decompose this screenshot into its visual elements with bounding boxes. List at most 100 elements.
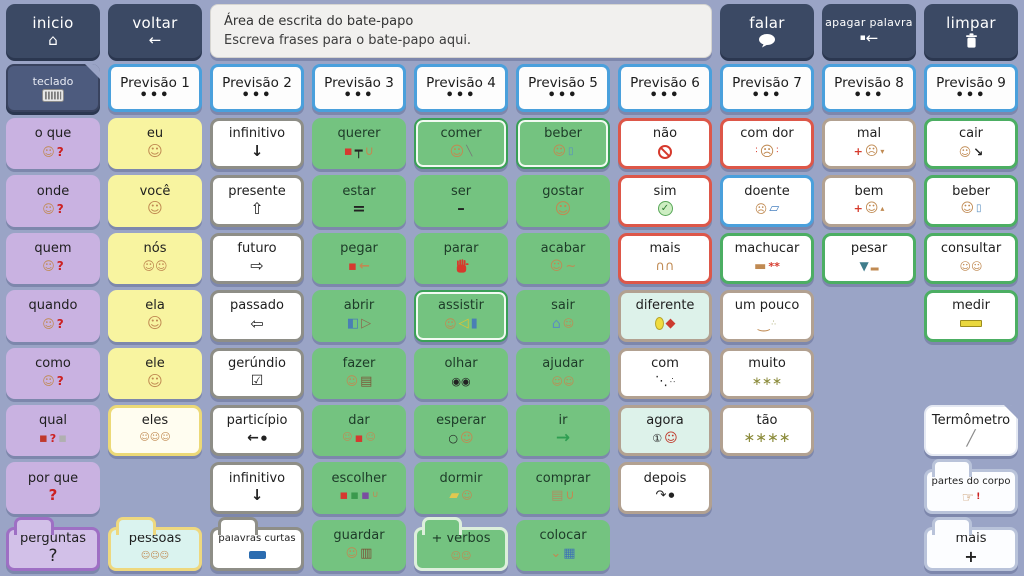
cell-comer[interactable]: comer ☺ ╲ [414,118,508,170]
cell-diferente[interactable]: diferente ◆ [618,290,712,342]
cell-parar[interactable]: parar [414,232,508,285]
cell-passado[interactable]: passado ⇦ [210,290,304,342]
prediction-button-4[interactable]: Previsão 4 ••• [414,64,508,112]
cell-medir[interactable]: medir [924,290,1018,342]
cell-pegar[interactable]: pegar ▪ ← [312,232,406,285]
prediction-button-6[interactable]: Previsão 6 ••• [618,64,712,112]
cell-sim[interactable]: sim ✓ [618,175,712,227]
cell-label: + verbos [431,531,491,547]
cell-ser[interactable]: ser – [414,175,508,227]
cell-sair[interactable]: sair ⌂ ☺ [516,290,610,342]
cell-nao[interactable]: não [618,118,712,170]
cell-dar[interactable]: dar ☺ ▪ ☺ [312,404,406,457]
prediction-label: Previsão 5 [528,74,598,91]
cell-consultar[interactable]: consultar ☺☺ [924,232,1018,285]
cell-querer[interactable]: querer ▪ ┯ ∪ [312,118,406,170]
chat-writing-area[interactable]: Área de escrita do bate-papo Escreva fra… [210,4,712,58]
cell-doente[interactable]: doente ☹ ▱ [720,175,814,227]
cell-fazer[interactable]: fazer ☺ ▤ [312,347,406,399]
cell-muito[interactable]: muito ∗∗∗ [720,347,814,399]
prediction-button-3[interactable]: Previsão 3 ••• [312,64,406,112]
cell-machucar[interactable]: machucar ▬ ** [720,232,814,285]
voltar-button[interactable]: voltar ← [108,4,202,58]
want-icon: ▪ ┯ ∪ [343,144,375,159]
cell-infinitivo[interactable]: infinitivo ↓ [210,118,304,170]
cell-com[interactable]: com ⋱ ∴ [618,347,712,399]
cell-label: com dor [740,126,794,142]
prediction-button-9[interactable]: Previsão 9 ••• [924,64,1018,112]
cell-futuro[interactable]: futuro ⇨ [210,232,304,285]
cell-partes-do-corpo[interactable]: partes do corpo ☞! [924,459,1018,514]
cell-colocar[interactable]: colocar ⌄ ▦ [516,519,610,571]
cell-assistir[interactable]: assistir ☺ ◁ ▮ [414,290,508,342]
cell-ir[interactable]: ir → [516,404,610,457]
teclado-button[interactable]: teclado [6,64,100,112]
cell-guardar[interactable]: guardar ☺ ▥ [312,519,406,571]
cell-mais[interactable]: mais + [924,516,1018,571]
cell-voce[interactable]: você ☺ [108,175,202,227]
measure-icon [960,315,982,332]
cell-por-que[interactable]: por que? [6,462,100,514]
apagar-palavra-button[interactable]: apagar palavra ▪ ← [822,4,916,58]
falar-label: falar [749,13,785,32]
cell-ele[interactable]: ele ☺ [108,347,202,399]
cell-abrir[interactable]: abrir ◧ ▷ [312,290,406,342]
cell-um-pouco[interactable]: um pouco ‿ ∴ [720,290,814,342]
cell-presente[interactable]: presente ⇧ [210,175,304,227]
cell-label: quem [34,241,72,257]
prediction-button-1[interactable]: Previsão 1 ••• [108,64,202,112]
cell-palavras-curtas[interactable]: palavras curtas [210,516,304,571]
cell-dormir[interactable]: dormir ▰ ☺ [414,462,508,514]
cell-quando[interactable]: quando ☺? [6,290,100,342]
cell-comprar[interactable]: comprar ▤ ∪ [516,462,610,514]
cell-com-dor[interactable]: com dor ∶ ☹ ∶ [720,118,814,170]
cell-onde[interactable]: onde ☺? [6,175,100,227]
cell-infinitivo[interactable]: infinitivo ↓ [210,462,304,514]
cell-label: agora [646,413,684,429]
prediction-label: Previsão 6 [630,74,700,91]
cell-acabar[interactable]: acabar ☺ ∼ [516,232,610,285]
cell-pesar[interactable]: pesar ▼ ▂ [822,232,916,285]
cell-mais[interactable]: mais ∩∩ [618,232,712,285]
cell-escolher[interactable]: escolher ▪ ▪ ▪ ∪ [312,462,406,514]
falar-button[interactable]: falar [720,4,814,58]
cell-cair[interactable]: cair ☺ ↘ [924,118,1018,170]
cell-pessoas[interactable]: pessoas ☺☺☺ [108,516,202,571]
cell-gostar[interactable]: gostar ☺ [516,175,610,227]
prediction-button-7[interactable]: Previsão 7 ••• [720,64,814,112]
cell-como[interactable]: como ☺? [6,347,100,399]
cell-qual[interactable]: qual ▪? ▪ [6,404,100,457]
cell-bem[interactable]: bem + ☺ ▴ [822,175,916,227]
person-question-icon: ☺? [42,144,64,159]
cell-termometro[interactable]: Termômetro ╱ [924,404,1018,457]
cell-participio[interactable]: particípio ← ● [210,404,304,457]
limpar-button[interactable]: limpar [924,4,1018,58]
cell-ela[interactable]: ela ☺ [108,290,202,342]
boxes-question-icon: ▪? ▪ [38,430,67,446]
cell-olhar[interactable]: olhar ◉◉ [414,347,508,399]
prediction-button-8[interactable]: Previsão 8 ••• [822,64,916,112]
cell-eu[interactable]: eu ☺ [108,118,202,170]
prediction-button-2[interactable]: Previsão 2 ••• [210,64,304,112]
cell-esperar[interactable]: esperar ○ ☺ [414,404,508,457]
cell-label: como [35,355,71,371]
cell-quem[interactable]: quem ☺? [6,232,100,285]
cell-mal[interactable]: mal + ☹ ▾ [822,118,916,170]
cell-gerundio[interactable]: gerúndio ☑ [210,347,304,399]
body-point-icon: ☞! [961,489,981,506]
cell-perguntas[interactable]: perguntas? [6,516,100,571]
cell-agora[interactable]: agora ① ☺ [618,404,712,457]
cell-nos[interactable]: nós ☺☺ [108,232,202,285]
cell-ajudar[interactable]: ajudar ☺☺ [516,347,610,399]
cell-estar[interactable]: estar = [312,175,406,227]
inicio-button[interactable]: inicio ⌂ [6,4,100,58]
cell-depois[interactable]: depois ↷ ● [618,462,712,514]
cell-verbos[interactable]: + verbos ☺☺ [414,516,508,571]
cell-o-que[interactable]: o que ☺? [6,118,100,170]
prediction-button-5[interactable]: Previsão 5 ••• [516,64,610,112]
cell-eles[interactable]: eles ☺☺☺ [108,404,202,457]
cell-label: sim [653,183,677,199]
cell-tao[interactable]: tão ∗∗∗∗ [720,404,814,457]
cell-beber[interactable]: beber ☺ ▯ [924,175,1018,227]
cell-beber[interactable]: beber ☺ ▯ [516,118,610,170]
